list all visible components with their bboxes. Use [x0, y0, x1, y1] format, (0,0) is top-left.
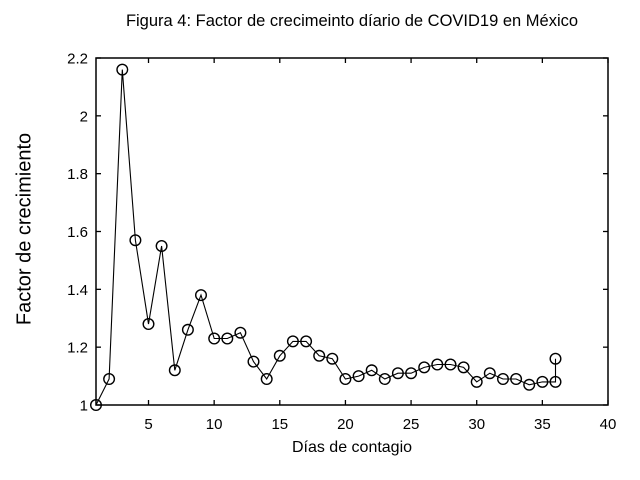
data-point-marker: [470, 375, 483, 388]
data-point-marker: [300, 335, 313, 348]
data-point-marker: [483, 367, 496, 380]
x-tick-label: 35: [534, 416, 551, 433]
x-tick-label: 10: [206, 416, 223, 433]
plot-box: [95, 57, 609, 406]
data-point-marker: [431, 358, 444, 371]
y-tick-label: 1.2: [67, 340, 88, 357]
data-point-marker: [549, 375, 562, 388]
data-point-marker: [497, 373, 510, 386]
x-axis-label: Días de contagio: [291, 439, 413, 456]
data-point-marker: [339, 373, 352, 386]
y-tick-label: 2: [80, 108, 88, 125]
data-point-marker: [549, 352, 562, 365]
data-point-marker: [247, 355, 260, 368]
data-point-marker: [129, 234, 142, 247]
x-tick-label: 40: [600, 416, 617, 433]
x-tick-label: 20: [337, 416, 354, 433]
data-line: [95, 69, 557, 406]
data-point-marker: [155, 239, 168, 252]
data-point-marker: [378, 373, 391, 386]
x-tick-label: 30: [468, 416, 485, 433]
data-point-marker: [194, 289, 207, 302]
y-tick-label: 1: [80, 398, 88, 415]
data-point-marker: [418, 361, 431, 374]
data-point-marker: [326, 352, 339, 365]
x-tick-label: 5: [144, 416, 152, 433]
data-point-marker: [103, 373, 116, 386]
data-point-marker: [313, 349, 326, 362]
data-point-marker: [510, 373, 523, 386]
data-point-marker: [89, 399, 102, 412]
data-point-marker: [365, 364, 378, 377]
data-point-marker: [536, 375, 549, 388]
data-point-marker: [234, 326, 247, 339]
data-point-marker: [168, 364, 181, 377]
data-point-marker: [208, 332, 221, 345]
data-point-marker: [523, 378, 536, 391]
data-point-marker: [181, 323, 194, 336]
y-tick-label: 1.4: [67, 282, 88, 299]
data-point-marker: [391, 367, 404, 380]
x-tick-label: 15: [271, 416, 288, 433]
chart-title: Figura 4: Factor de crecimeinto díario d…: [125, 12, 579, 30]
x-tick-label: 25: [403, 416, 420, 433]
data-point-marker: [286, 335, 299, 348]
y-tick-label: 1.8: [67, 166, 88, 183]
data-point-marker: [221, 332, 234, 345]
data-point-marker: [405, 367, 418, 380]
y-tick-label: 1.6: [67, 224, 88, 241]
data-point-marker: [457, 361, 470, 374]
data-point-marker: [142, 318, 155, 331]
data-point-marker: [352, 370, 365, 383]
data-point-marker: [273, 349, 286, 362]
data-point-marker: [116, 63, 129, 76]
data-point-marker: [444, 358, 457, 371]
data-point-marker: [260, 373, 273, 386]
y-tick-label: 2.2: [67, 51, 88, 68]
